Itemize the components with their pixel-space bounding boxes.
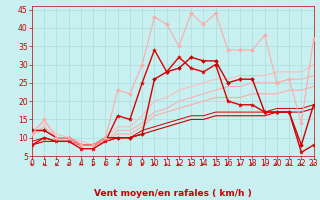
Text: Vent moyen/en rafales ( km/h ): Vent moyen/en rafales ( km/h ) [94,189,252,198]
